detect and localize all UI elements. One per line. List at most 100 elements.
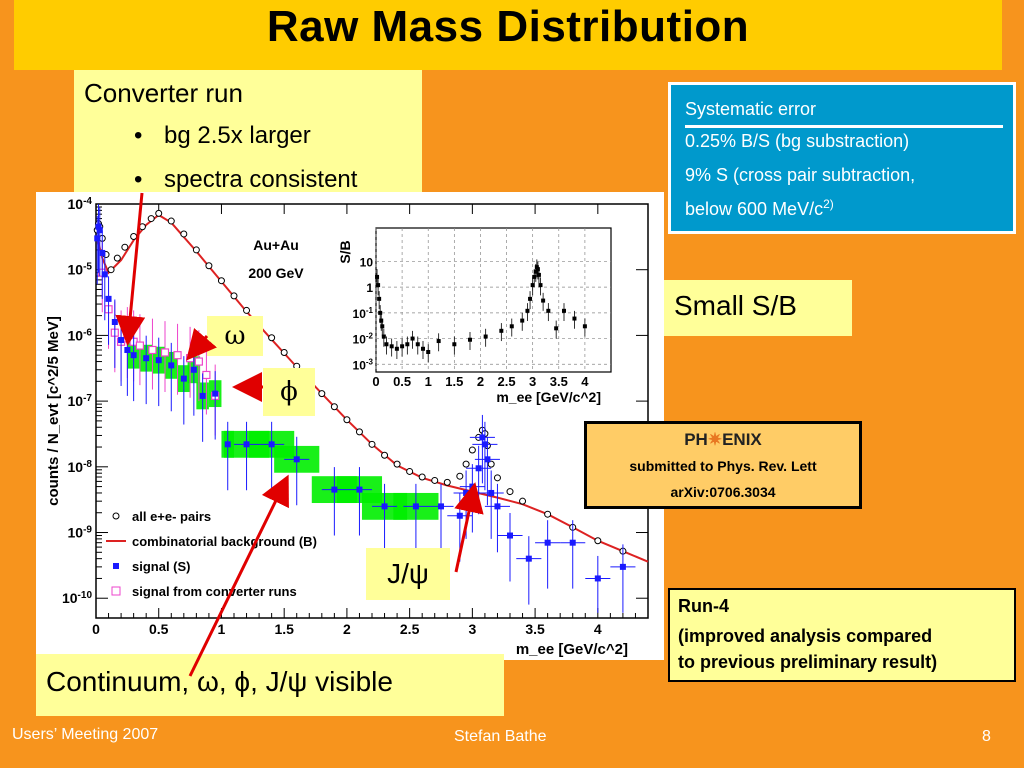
systematic-error-box: Systematic error 0.25% B/S (bg substract… bbox=[668, 82, 1016, 234]
converter-arrow-icon bbox=[115, 192, 146, 346]
converter-point bbox=[173, 351, 182, 360]
y-tick-label: 10-10 bbox=[62, 590, 92, 606]
all-pairs-point bbox=[355, 428, 363, 436]
phenix-logo-right: ENIX bbox=[722, 430, 762, 449]
footer-center: Stefan Bathe bbox=[454, 728, 547, 745]
inset-point bbox=[379, 318, 384, 323]
inset-x-tick-label: 3.5 bbox=[550, 374, 568, 389]
signal-point bbox=[488, 489, 495, 496]
sys-line-2: 9% S (cross pair subtraction, bbox=[685, 165, 916, 185]
all-pairs-point bbox=[493, 474, 501, 482]
inset-point bbox=[582, 324, 587, 329]
signal-point bbox=[494, 503, 501, 510]
inset-frame bbox=[375, 227, 612, 373]
signal-point bbox=[111, 318, 118, 325]
sys-line-3-sup: 2) bbox=[823, 197, 834, 211]
omega-arrow-icon bbox=[186, 327, 217, 361]
y-tick-label: 10-8 bbox=[68, 459, 93, 475]
signal-point bbox=[619, 563, 626, 570]
inset-point bbox=[554, 326, 559, 331]
jpsi-label-box: J/ψ bbox=[366, 548, 450, 600]
signal-point bbox=[544, 539, 551, 546]
signal-point bbox=[101, 271, 108, 278]
all-pairs-point bbox=[462, 460, 470, 468]
all-pairs-point bbox=[456, 472, 464, 480]
inset-point bbox=[499, 328, 504, 333]
inset-point bbox=[380, 324, 385, 329]
bullet-text: bg 2.5x larger bbox=[164, 122, 311, 149]
y-tick-label: 10-4 bbox=[68, 196, 93, 212]
signal-point bbox=[268, 441, 275, 448]
x-tick-label: 2 bbox=[343, 621, 351, 637]
jpsi-label: J/ψ bbox=[387, 558, 429, 589]
signal-point bbox=[594, 575, 601, 582]
x-tick-label: 4 bbox=[594, 621, 602, 637]
all-pairs-point bbox=[368, 440, 376, 448]
signal-point bbox=[212, 390, 219, 397]
all-pairs-point bbox=[431, 476, 439, 484]
signal-point bbox=[412, 503, 419, 510]
y-tick-label: 10-9 bbox=[68, 525, 93, 541]
all-pairs-point bbox=[147, 215, 155, 223]
inset-point bbox=[541, 298, 546, 303]
inset-point bbox=[536, 272, 541, 277]
inset-point bbox=[405, 342, 410, 347]
all-pairs-point bbox=[167, 217, 175, 225]
bullet-icon: • bbox=[134, 122, 143, 149]
signal-point bbox=[99, 249, 106, 256]
phenix-star-icon: ✷ bbox=[707, 430, 723, 449]
converter-run-box: Converter run • bg 2.5x larger • spectra c… bbox=[74, 70, 422, 194]
inset-point bbox=[509, 324, 514, 329]
all-pairs-point bbox=[406, 467, 414, 475]
signal-point bbox=[155, 357, 162, 364]
inset-y-tick-label: 10-1 bbox=[353, 306, 374, 321]
signal-point bbox=[94, 235, 101, 242]
signal-point bbox=[190, 366, 197, 373]
legend-marker-all-pairs bbox=[112, 512, 120, 520]
legend-entry: signal from converter runs bbox=[132, 584, 297, 599]
inset-y-tick-label: 10 bbox=[360, 255, 374, 269]
phenix-line-2: arXiv:0706.3034 bbox=[670, 484, 776, 500]
legend-marker-signal bbox=[113, 563, 119, 569]
sys-line-1: 0.25% B/S (bg substraction) bbox=[685, 131, 910, 151]
all-pairs-point bbox=[393, 460, 401, 468]
converter-point bbox=[148, 345, 157, 355]
signal-point bbox=[124, 346, 131, 353]
signal-point bbox=[381, 503, 388, 510]
signal-point bbox=[130, 352, 137, 359]
converter-bullet-2: • spectra consistent bbox=[134, 166, 357, 194]
inset-point bbox=[572, 316, 577, 321]
inset-x-tick-label: 0.5 bbox=[393, 374, 411, 389]
all-pairs-point bbox=[506, 488, 514, 496]
x-tick-label: 2.5 bbox=[400, 621, 420, 637]
legend-entry: signal (S) bbox=[132, 559, 191, 574]
signal-point bbox=[569, 539, 576, 546]
inset-point bbox=[452, 342, 457, 347]
all-pairs-point bbox=[418, 473, 426, 481]
inset-x-tick-label: 0 bbox=[372, 374, 379, 389]
inset-point bbox=[538, 283, 543, 288]
all-pairs-point bbox=[205, 262, 213, 270]
inset-point bbox=[534, 265, 539, 270]
all-pairs-point bbox=[381, 451, 389, 459]
all-pairs-point bbox=[468, 446, 476, 454]
inset-point bbox=[410, 336, 415, 341]
legend-marker-converter bbox=[111, 586, 121, 596]
run4-line-1: Run-4 bbox=[678, 596, 729, 616]
inset-point bbox=[562, 308, 566, 313]
inset-point bbox=[546, 308, 551, 313]
energy-label: 200 GeV bbox=[248, 265, 304, 281]
title-bar: Raw Mass Distribution bbox=[14, 0, 1002, 70]
phi-label-box: ϕ bbox=[263, 368, 315, 416]
signal-point bbox=[525, 555, 532, 562]
signal-point bbox=[479, 434, 486, 441]
inset-point bbox=[530, 283, 535, 288]
inset-point bbox=[436, 339, 441, 344]
signal-point bbox=[481, 441, 488, 448]
legend-entry: combinatorial background (B) bbox=[132, 534, 317, 549]
jpsi-arrow-icon bbox=[454, 482, 484, 573]
run4-line-2: (improved analysis compared bbox=[678, 626, 933, 646]
slide-title: Raw Mass Distribution bbox=[266, 2, 750, 51]
all-pairs-point bbox=[230, 292, 238, 300]
signal-point bbox=[143, 355, 150, 362]
